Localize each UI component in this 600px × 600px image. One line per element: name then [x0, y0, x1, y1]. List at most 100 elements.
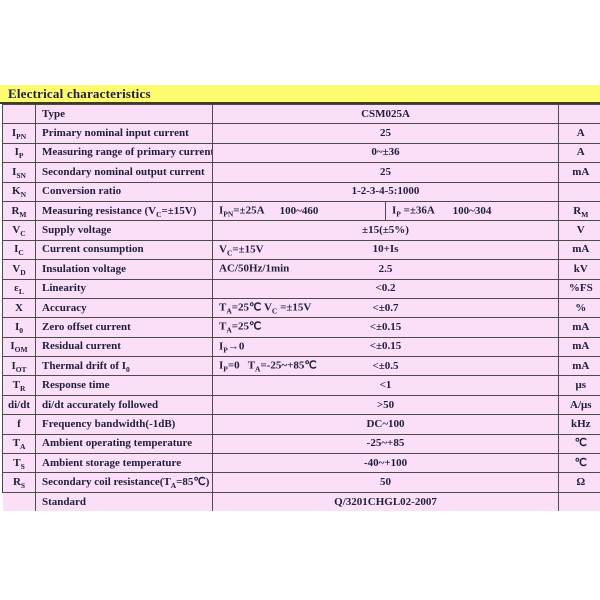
value-cell: IP→0 <±0.15: [211, 336, 560, 358]
parameter-cell: Type: [35, 103, 213, 125]
value-cell: Q/3201CHGL02-2007: [211, 491, 560, 512]
value-cell: IPN=±25A 100~460: [212, 200, 386, 222]
value-cell: DC~100: [211, 414, 560, 435]
unit-cell: kHz: [558, 414, 600, 435]
value-cell: -40~+100: [211, 453, 560, 474]
value-cell: 50: [211, 472, 560, 493]
table-row: Type CSM025A: [2, 103, 600, 125]
value-cell: VC=±15V 10+Is: [211, 239, 560, 261]
value-text: 2.5: [378, 262, 393, 275]
symbol-cell: [2, 491, 36, 512]
unit-cell: [558, 491, 600, 512]
value-cell: >50: [211, 394, 560, 416]
unit-cell: ℃: [558, 433, 600, 455]
parameter-cell: Secondary nominal output current: [35, 162, 213, 183]
unit-cell: mA: [558, 336, 600, 358]
symbol-cell: VD: [2, 259, 36, 280]
table-row: TS Ambient storage temperature -40~+100 ℃: [2, 453, 600, 474]
condition-text: IPN=±25A: [219, 204, 265, 219]
table-row: TR Response time <1 μs: [2, 375, 600, 396]
symbol-cell: RS: [2, 472, 36, 493]
datasheet-page: Electrical characteristics Type CSM025A IP…: [0, 85, 600, 512]
symbol-cell: di/dt: [2, 394, 36, 416]
value-cell: <0.2: [211, 278, 560, 299]
symbol-cell: X: [2, 297, 36, 319]
value-text: -40~+100: [363, 456, 408, 469]
value-cell: 1-2-3-4-5:1000: [211, 181, 560, 202]
symbol-cell: TA: [2, 433, 36, 455]
value-text: 25: [380, 165, 391, 178]
value-text: 100~460: [279, 204, 319, 217]
value-cell: ±15(±5%): [211, 220, 560, 241]
table-row: IOM Residual current IP→0 <±0.15 mA: [2, 336, 600, 358]
parameter-cell: Residual current: [35, 336, 213, 358]
unit-cell: A: [558, 142, 600, 164]
condition-text: AC/50Hz/1min: [219, 262, 290, 275]
unit-cell: μs: [558, 375, 600, 396]
value-cell: IP =±36A 100~304: [384, 200, 560, 222]
value-text: -25~+85: [366, 437, 405, 450]
unit-cell: mA: [558, 239, 600, 261]
unit-cell: %: [558, 297, 600, 319]
parameter-cell: Zero offset current: [35, 317, 213, 338]
parameter-cell: di/dt accurately followed: [35, 394, 213, 416]
value-text: ±15(±5%): [362, 224, 409, 237]
value-cell: 25: [211, 162, 560, 183]
value-text: CSM025A: [361, 107, 410, 120]
parameter-cell: Insulation voltage: [35, 259, 213, 280]
table-row: IOT Thermal drift of I0 IP=0 TA=-25~+85℃ <±…: [2, 356, 600, 377]
parameter-cell: Conversion ratio: [35, 181, 213, 202]
value-text: <1: [379, 379, 392, 392]
value-cell: 0~±36: [211, 142, 560, 164]
parameter-cell: Supply voltage: [35, 220, 213, 241]
parameter-cell: Standard: [35, 491, 213, 512]
symbol-cell: f: [2, 414, 36, 435]
table-row: f Frequency bandwidth(-1dB) DC~100 kHz: [2, 414, 600, 435]
symbol-cell: IOT: [2, 356, 36, 377]
section-header: Electrical characteristics: [0, 85, 600, 104]
value-text: 50: [380, 476, 391, 489]
unit-cell: mA: [558, 356, 600, 377]
unit-cell: V: [558, 220, 600, 241]
table-row: TA Ambient operating temperature -25~+85 ℃: [2, 433, 600, 455]
condition-text: VC=±15V: [219, 243, 264, 258]
unit-cell: mA: [558, 162, 600, 183]
unit-cell: RM: [558, 200, 600, 222]
table-row: Standard Q/3201CHGL02-2007: [2, 491, 600, 512]
table-row: X Accuracy TA=25℃ VC =±15V <±0.7%: [2, 297, 600, 319]
symbol-cell: IP: [2, 142, 36, 164]
symbol-cell: VC: [2, 220, 36, 241]
unit-cell: [558, 103, 600, 125]
parameter-cell: Secondary coil resistance(TA=85℃): [35, 472, 213, 493]
table-row: RS Secondary coil resistance(TA=85℃) 50 Ω: [2, 472, 600, 493]
parameter-cell: Thermal drift of I0: [35, 356, 213, 377]
value-text: >50: [376, 398, 395, 411]
symbol-cell: I0: [2, 317, 36, 338]
unit-cell: A: [558, 123, 600, 144]
value-text: DC~100: [366, 417, 405, 430]
unit-cell: [558, 181, 600, 202]
value-text: 100~304: [452, 204, 492, 217]
value-text: <±0.15: [369, 340, 402, 353]
condition-text: IP=0 TA=-25~+85℃: [219, 359, 317, 374]
section-title: Electrical characteristics: [8, 86, 151, 101]
table-row: ISN Secondary nominal output current 25 mA: [2, 162, 600, 183]
unit-cell: kV: [558, 259, 600, 280]
table-row: VD Insulation voltage AC/50Hz/1min 2.5 kV: [2, 259, 600, 280]
table-row: KN Conversion ratio 1-2-3-4-5:1000: [2, 181, 600, 202]
symbol-cell: KN: [2, 181, 36, 202]
table-row: IC Current consumption VC=±15V 10+Is mA: [2, 239, 600, 261]
parameter-cell: Linearity: [35, 278, 213, 299]
symbol-cell: ISN: [2, 162, 36, 183]
value-cell: AC/50Hz/1min 2.5: [211, 259, 560, 280]
value-cell: -25~+85: [211, 433, 560, 455]
unit-cell: Ω: [558, 472, 600, 493]
value-text: Q/3201CHGL02-2007: [334, 495, 437, 508]
value-text: 25: [380, 127, 391, 140]
symbol-cell: [2, 103, 36, 125]
value-text: 0~±36: [371, 146, 400, 159]
table-row: VC Supply voltage ±15(±5%) V: [2, 220, 600, 241]
condition-text: IP→0: [219, 340, 245, 355]
value-cell: <1: [211, 375, 560, 396]
table-row: εL Linearity <0.2 %FS: [2, 278, 600, 299]
